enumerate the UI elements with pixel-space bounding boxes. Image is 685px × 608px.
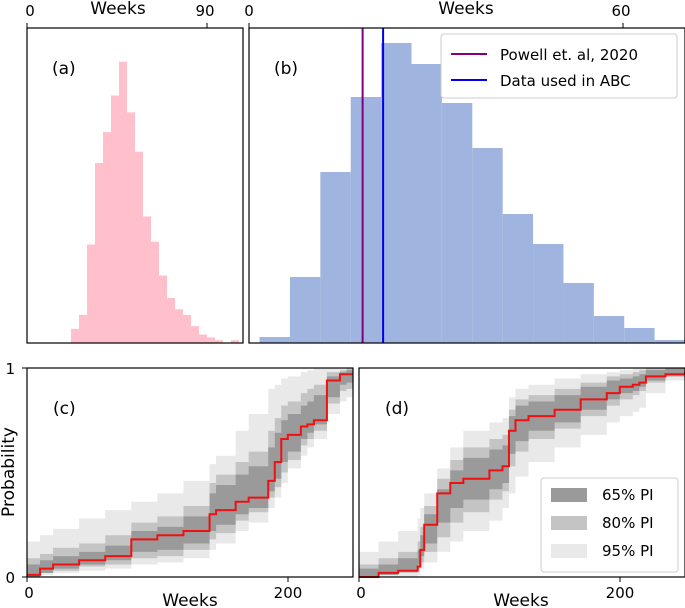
panel-b-bars [259, 43, 685, 343]
panel-d-frame [358, 367, 685, 578]
panel-d-legend-label-65: 65% PI [602, 486, 654, 504]
panel-c-frame [26, 367, 354, 578]
panel-b-bar [259, 337, 290, 343]
panel-c-band-95pi [27, 368, 353, 577]
panel-d-xticklabel-200: 200 [606, 584, 635, 602]
panel-b-bar [624, 328, 655, 343]
panel-a-xlabel: Weeks [90, 0, 146, 19]
panel-b: 0 60 Weeks (b) Powell et. al, 2020 Data … [244, 0, 685, 344]
panel-a-frame [26, 27, 244, 344]
panel-b-bar [350, 97, 382, 343]
panel-a-bar [167, 298, 175, 343]
panel-b-bar [381, 43, 412, 343]
panel-a-bar [199, 334, 207, 343]
panel-d: 0 200 Weeks (d) 65% PI 80% PI 95% PI [356, 367, 685, 608]
panel-d-band-80pi [359, 368, 685, 577]
panel-a-bars [71, 61, 239, 344]
panel-c-yticklabel-0: 0 [5, 569, 15, 587]
panel-b-bar [472, 148, 503, 343]
panel-b-annotation: (b) [274, 59, 298, 79]
panel-a-bar [71, 328, 79, 343]
panel-b-bar [654, 340, 685, 343]
panel-b-bar [411, 64, 442, 343]
panel-c-xlabel: Weeks [162, 591, 218, 608]
panel-b-ticklabel-0: 0 [244, 2, 254, 20]
panel-d-xticklabel-0: 0 [356, 584, 366, 602]
panel-a-bar [119, 61, 127, 343]
panel-c-yticklabel-1: 1 [5, 360, 15, 378]
panel-b-legend-label-abc: Data used in ABC [500, 72, 631, 90]
panel-d-legend-swatch-80 [551, 516, 587, 530]
panel-a: 0 90 Weeks (a) [25, 0, 244, 344]
panel-c: 1 0 0 200 Weeks Probability (c) [0, 360, 354, 608]
panel-d-legend-label-95: 95% PI [602, 542, 654, 560]
panel-a-bar [79, 314, 87, 344]
panel-a-bar [207, 337, 215, 344]
panel-d-annotation: (d) [385, 399, 409, 419]
panel-b-bar [289, 277, 321, 343]
panel-a-bar [175, 309, 183, 343]
panel-d-legend-swatch-65 [551, 488, 587, 502]
panel-a-bar [143, 216, 151, 343]
panel-c-xticklabel-0: 0 [24, 584, 34, 602]
panel-b-frame [248, 27, 685, 344]
panel-d-median-line [359, 372, 685, 578]
panel-b-bar [593, 316, 625, 343]
panel-a-bar [95, 163, 103, 343]
panel-a-bar [215, 340, 223, 343]
panel-b-bar [320, 172, 351, 343]
panel-c-xticklabel-200: 200 [274, 584, 303, 602]
panel-a-bar [159, 275, 167, 343]
panel-d-legend: 65% PI 80% PI 95% PI [540, 477, 679, 573]
panel-a-bar [87, 244, 95, 343]
panel-a-ticklabel-90: 90 [195, 2, 214, 20]
panel-b-ticklabel-60: 60 [611, 2, 630, 20]
panel-a-bar [111, 95, 119, 343]
panel-c-bands [27, 368, 353, 577]
panel-a-ticklabel-0: 0 [25, 2, 35, 20]
panel-d-legend-label-80: 80% PI [602, 514, 654, 532]
panel-a-bar [231, 340, 239, 343]
panel-b-legend-box [440, 33, 678, 99]
panel-b-legend-label-powell: Powell et. al, 2020 [500, 46, 638, 64]
panel-b-bar [563, 283, 594, 343]
panel-b-xlabel: Weeks [438, 0, 494, 19]
panel-c-ylabel: Probability [0, 427, 19, 517]
panel-a-bar [127, 112, 135, 343]
panel-a-bar [151, 241, 159, 343]
panel-c-median-line [27, 373, 353, 576]
panel-d-band-65pi [359, 368, 685, 577]
panel-b-bar [533, 244, 564, 343]
panel-b-bar [441, 103, 473, 343]
panel-a-bar [135, 151, 143, 343]
panel-d-xlabel: Weeks [493, 591, 549, 608]
panel-d-legend-swatch-95 [551, 544, 587, 558]
panel-a-annotation: (a) [52, 59, 76, 79]
panel-c-band-65pi [27, 370, 353, 577]
panel-c-annotation: (c) [53, 399, 76, 419]
panel-a-bar [183, 314, 191, 344]
panel-b-bar [502, 214, 534, 343]
panel-b-legend: Powell et. al, 2020 Data used in ABC [440, 33, 678, 99]
panel-d-bands [359, 368, 685, 577]
panel-a-bar [103, 132, 111, 343]
panel-a-bar [191, 326, 199, 344]
